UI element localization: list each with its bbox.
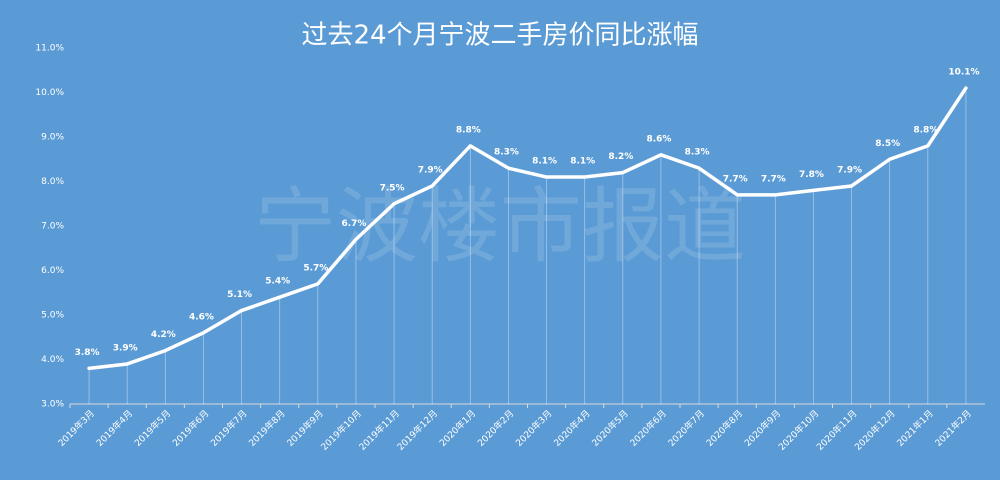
value-label: 5.4% xyxy=(265,277,290,287)
value-label: 5.7% xyxy=(303,263,328,273)
line xyxy=(87,86,968,371)
y-tick-label: 10.0% xyxy=(35,88,64,98)
chart-title: 过去24个月宁波二手房价同比涨幅 xyxy=(301,21,698,51)
value-label: 7.5% xyxy=(380,183,405,193)
value-label: 8.3% xyxy=(494,148,519,158)
y-tick-label: 4.0% xyxy=(41,355,64,365)
value-label: 6.7% xyxy=(341,219,366,229)
y-tick-label: 3.0% xyxy=(41,400,64,410)
value-label: 4.2% xyxy=(151,330,176,340)
value-label: 7.9% xyxy=(837,165,862,175)
value-label: 8.8% xyxy=(913,125,938,135)
y-tick-label: 6.0% xyxy=(41,266,64,276)
value-label: 8.3% xyxy=(685,148,710,158)
value-label: 5.1% xyxy=(227,290,252,300)
value-label: 7.9% xyxy=(418,165,443,175)
value-label: 3.9% xyxy=(113,343,138,353)
value-label: 3.8% xyxy=(75,348,100,358)
y-tick-label: 7.0% xyxy=(41,222,64,232)
value-label: 7.8% xyxy=(799,170,824,180)
y-tick-label: 9.0% xyxy=(41,133,64,143)
value-label: 8.1% xyxy=(532,157,557,167)
value-label: 10.1% xyxy=(948,68,979,78)
y-tick-label: 8.0% xyxy=(41,177,64,187)
y-tick-label: 11.0% xyxy=(35,44,64,54)
value-label: 7.7% xyxy=(723,174,748,184)
value-label: 8.5% xyxy=(875,139,900,149)
value-label: 8.2% xyxy=(608,152,633,162)
watermark: 宁波楼市报道 xyxy=(254,179,746,274)
value-label: 4.6% xyxy=(189,312,214,322)
value-label: 8.1% xyxy=(570,157,595,167)
y-tick-label: 5.0% xyxy=(41,311,64,321)
value-label: 7.7% xyxy=(761,174,786,184)
value-label: 8.8% xyxy=(456,125,481,135)
value-label: 8.6% xyxy=(646,134,671,144)
